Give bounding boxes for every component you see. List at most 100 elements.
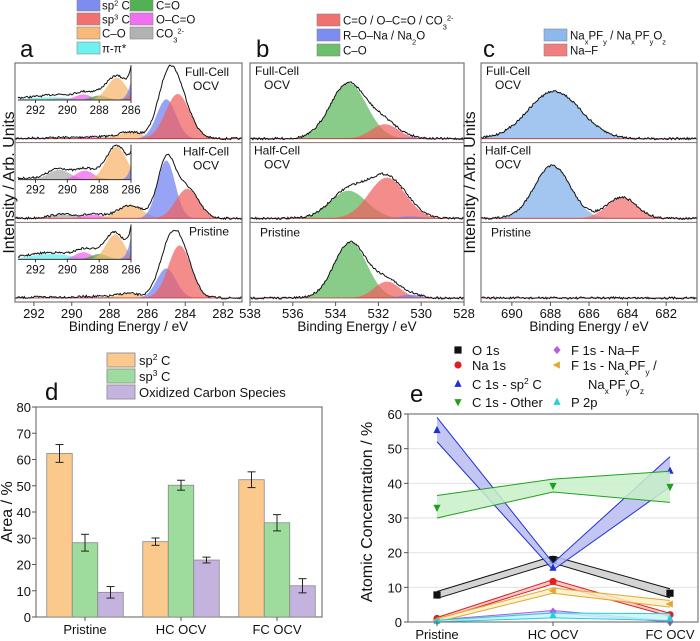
x-tick-label: 686 (578, 306, 600, 321)
legend-label: C–O (343, 46, 367, 58)
text-segment: x (631, 37, 635, 46)
peak-NaPF (481, 91, 697, 139)
inset-peak-OCO (18, 252, 131, 260)
marker-triangle-down (549, 482, 557, 491)
band-lower-line (436, 491, 671, 519)
legend-swatch (106, 352, 136, 368)
x-tick-label: 530 (410, 306, 432, 321)
bar (46, 453, 73, 618)
inset-tick-label: 290 (58, 105, 77, 117)
marker-triangle-left (548, 587, 556, 595)
legend-label: NaxPFy / NaxPFyOz (570, 31, 666, 47)
peak-sp3 (15, 94, 242, 139)
y-tick-label: 20 (17, 558, 31, 573)
y-tick-label: 10 (17, 584, 31, 599)
error-bar (247, 471, 256, 489)
legend-swatch (316, 28, 341, 42)
legend-label: C 1s - sp2 C (472, 376, 542, 392)
inset-envelope (17, 144, 132, 180)
marker-triangle-up (553, 397, 561, 405)
confidence-band (437, 588, 670, 622)
text-segment: PF (635, 31, 650, 43)
marker-triangle-down (666, 483, 674, 492)
text-segment: x (605, 386, 610, 396)
spectrum-label: OCV (264, 78, 290, 92)
text-segment: sp (102, 15, 114, 27)
error-bar (273, 514, 281, 532)
spectrum-label: OCV (495, 78, 521, 92)
peak-CO (250, 82, 464, 139)
y-axis-label: Intensity / Arb. Units (462, 111, 479, 253)
legend-item: CO32- (129, 26, 185, 44)
text-segment: P 2p (571, 395, 598, 410)
legend-label: C 1s - Other (472, 395, 543, 410)
text-segment: F 1s - Na–F (571, 343, 640, 358)
legend-item: O 1s (454, 343, 500, 358)
bar (193, 559, 220, 618)
envelope-line (14, 153, 243, 221)
y-tick-label: 30 (17, 531, 31, 546)
spectrum: Pristine (480, 221, 697, 301)
legend-swatch (543, 43, 568, 57)
y-axis-label: Area / % (0, 481, 16, 542)
text-segment: C (157, 353, 170, 368)
legend-swatch (316, 43, 341, 57)
marker-triangle-up (549, 611, 557, 619)
legend-swatch (543, 28, 568, 42)
spectrum-label: Pristine (491, 225, 531, 239)
text-segment: 2 (524, 376, 529, 386)
marker-square (666, 589, 674, 597)
legend-label: Oxidized Carbon Species (139, 385, 286, 400)
inset-tick-label: 290 (58, 264, 77, 276)
text-segment: 2 (153, 352, 158, 362)
x-axis-label: Binding Energy / eV (297, 319, 416, 334)
y-tick-label: 40 (388, 476, 402, 491)
y-tick-label: 10 (388, 580, 402, 595)
text-segment: F 1s - Na (571, 358, 625, 373)
x-tick-label: 292 (23, 306, 45, 321)
inset-tick-label: 292 (26, 105, 45, 117)
x-axis-label: Binding Energy / eV (529, 319, 648, 334)
text-segment: 3 (153, 368, 158, 378)
text-segment: 2- (447, 13, 454, 22)
inset-tick-label: 286 (121, 105, 140, 117)
spectrum-label: OCV (193, 79, 219, 93)
text-segment: 3 (173, 35, 177, 44)
spectrum-label: Pristine (260, 225, 300, 239)
peak-CO (15, 205, 242, 219)
marker-triangle-down (454, 399, 462, 407)
plot-frame (249, 62, 465, 303)
marker-triangle-up (454, 379, 462, 387)
text-segment: C 1s - sp (472, 377, 524, 392)
text-segment: Na 1s (472, 358, 506, 373)
inset: 292 290 288 286 (17, 65, 141, 117)
inset-peak-CO (18, 146, 131, 180)
inset-tick-label: 286 (121, 264, 140, 276)
panel-c: c NaxPFy / NaxPFyOzNa–FFull-CellOCVHalf-C… (462, 28, 698, 334)
x-tick-label: 284 (174, 306, 196, 321)
legend-item: π-π* (76, 41, 127, 56)
text-segment: x (585, 37, 589, 46)
y-tick-label: 80 (17, 400, 31, 415)
text-segment: z (640, 386, 644, 396)
text-segment: π-π* (102, 44, 127, 56)
spectrum-label: Pristine (189, 224, 229, 238)
error-bar (106, 586, 115, 599)
x-tick-label: 538 (239, 306, 261, 321)
marker-triangle-down (433, 504, 441, 512)
text-segment: y (650, 37, 654, 46)
x-tick-label: Pristine (63, 622, 106, 637)
panel-label: a (20, 36, 34, 63)
legend-label: Na–F (570, 46, 598, 58)
bar (238, 479, 265, 618)
text-segment: 2 (412, 37, 416, 46)
marker-triangle-up (433, 425, 441, 434)
spectrum-label: Full-Cell (255, 64, 299, 78)
x-tick-label: 688 (540, 306, 562, 321)
text-segment: C=O / O–C=O / CO (343, 16, 443, 28)
spectrum-label: OCV (193, 159, 219, 173)
